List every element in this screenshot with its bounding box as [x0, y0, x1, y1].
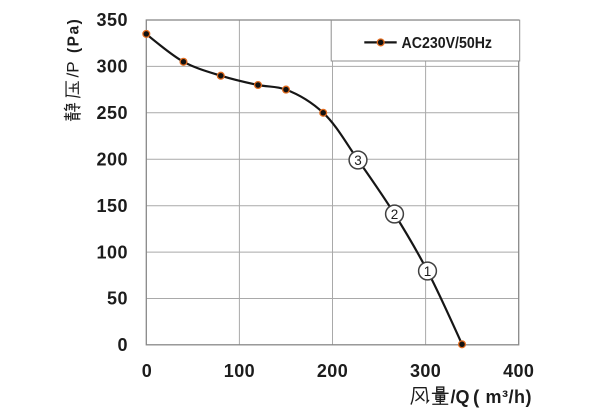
svg-text:0: 0: [142, 361, 152, 381]
svg-text:1: 1: [424, 264, 432, 279]
svg-text:/Q: /Q: [451, 387, 470, 407]
svg-text:100: 100: [96, 242, 128, 262]
svg-text:150: 150: [96, 196, 128, 216]
svg-text:300: 300: [410, 361, 441, 381]
svg-text:0: 0: [117, 335, 128, 355]
svg-text:50: 50: [107, 289, 128, 309]
svg-text:300: 300: [96, 57, 128, 77]
svg-text:(Pa): (Pa): [66, 18, 83, 53]
svg-text:/P: /P: [64, 61, 83, 77]
svg-text:200: 200: [96, 149, 128, 169]
svg-text:m³/h): m³/h): [486, 387, 533, 407]
svg-text:350: 350: [96, 10, 128, 30]
svg-text:250: 250: [96, 103, 128, 123]
svg-text:2: 2: [391, 207, 399, 222]
svg-text:3: 3: [354, 153, 362, 168]
svg-text:400: 400: [503, 361, 534, 381]
svg-text:AC230V/50Hz: AC230V/50Hz: [402, 35, 493, 52]
svg-text:(: (: [473, 388, 480, 409]
svg-text:100: 100: [224, 361, 255, 381]
svg-text:200: 200: [317, 361, 348, 381]
